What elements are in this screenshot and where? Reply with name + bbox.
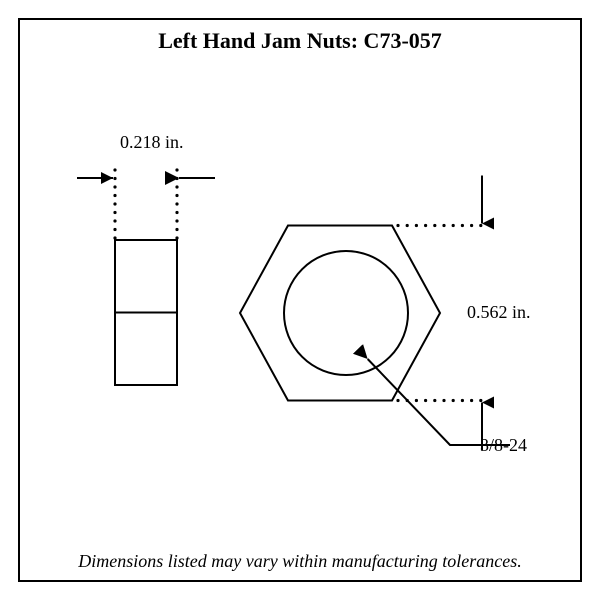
across-flats-label: 0.562 in. <box>467 302 531 323</box>
side-view-rect <box>115 240 177 385</box>
thread-label: 3/8-24 <box>480 435 527 456</box>
diagram-frame: Left Hand Jam Nuts: C73-057 <box>18 18 582 582</box>
thread-leader-line <box>368 359 510 445</box>
bore-circle <box>284 251 408 375</box>
diagram-svg <box>20 20 580 580</box>
diagram-footnote: Dimensions listed may vary within manufa… <box>20 551 580 572</box>
dotted-extension-lines <box>113 168 491 402</box>
thickness-label: 0.218 in. <box>120 132 184 153</box>
